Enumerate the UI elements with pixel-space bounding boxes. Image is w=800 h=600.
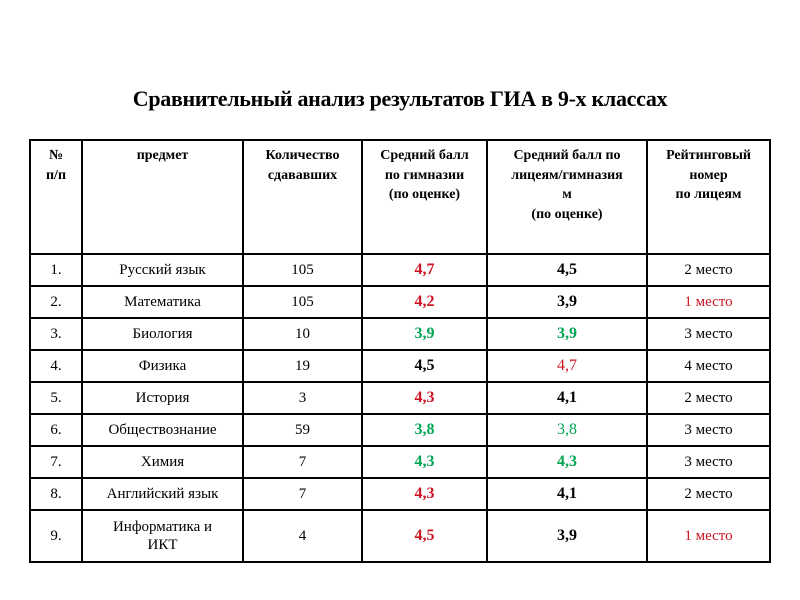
gymnasium-score-cell: 4,5: [361, 509, 488, 564]
gymnasium-score-cell: 4,7: [361, 253, 488, 288]
results-table-body: 1. Русский язык 105 4,7 4,5 2 место 2. Математи…: [29, 253, 771, 564]
rank-cell: 1 место: [646, 285, 771, 320]
row-number-cell: 4.: [29, 349, 83, 384]
col-header-subject: предмет: [81, 139, 244, 256]
table-row: 1. Русский язык 105 4,7 4,5 2 место: [29, 253, 771, 288]
rank-cell: 2 место: [646, 253, 771, 288]
row-number-cell: 2.: [29, 285, 83, 320]
subject-cell: Биология: [81, 317, 244, 352]
table-row: 5. История 3 4,3 4,1 2 место: [29, 381, 771, 416]
gymnasium-score-cell: 4,3: [361, 477, 488, 512]
rank-cell: 2 место: [646, 477, 771, 512]
table-row: 3. Биология 10 3,9 3,9 3 место: [29, 317, 771, 352]
count-cell: 7: [242, 445, 363, 480]
lyceum-score-cell: 4,1: [486, 381, 648, 416]
page-title: Сравнительный анализ результатов ГИА в 9…: [132, 86, 668, 111]
rank-cell: 2 место: [646, 381, 771, 416]
table-row: 8. Английский язык 7 4,3 4,1 2 место: [29, 477, 771, 512]
subject-cell: История: [81, 381, 244, 416]
gymnasium-score-cell: 4,2: [361, 285, 488, 320]
lyceum-score-cell: 3,9: [486, 509, 648, 564]
table-row: 9. Информатика и ИКТ 4 4,5 3,9 1 место: [29, 509, 771, 564]
lyceum-score-cell: 3,9: [486, 285, 648, 320]
count-cell: 4: [242, 509, 363, 564]
count-cell: 10: [242, 317, 363, 352]
col-header-rank: Рейтинговый номер по лицеям: [646, 139, 771, 256]
gymnasium-score-cell: 4,3: [361, 445, 488, 480]
lyceum-score-cell: 3,8: [486, 413, 648, 448]
results-table: № п/п предмет Количество сдававших Средн…: [29, 139, 771, 564]
rank-cell: 1 место: [646, 509, 771, 564]
table-row: 6. Обществознание 59 3,8 3,8 3 место: [29, 413, 771, 448]
subject-cell: Обществознание: [81, 413, 244, 448]
subject-cell: Математика: [81, 285, 244, 320]
subject-cell: Химия: [81, 445, 244, 480]
gymnasium-score-cell: 3,9: [361, 317, 488, 352]
lyceum-score-cell: 4,5: [486, 253, 648, 288]
lyceum-score-cell: 4,1: [486, 477, 648, 512]
row-number-cell: 5.: [29, 381, 83, 416]
col-header-gymnasium-score: Средний балл по гимназии (по оценке): [361, 139, 488, 256]
count-cell: 3: [242, 381, 363, 416]
col-header-number: № п/п: [29, 139, 83, 256]
table-row: 4. Физика 19 4,5 4,7 4 место: [29, 349, 771, 384]
count-cell: 7: [242, 477, 363, 512]
subject-cell: Английский язык: [81, 477, 244, 512]
row-number-cell: 1.: [29, 253, 83, 288]
col-header-lyceum-score: Средний балл по лицеям/гимназия м (по оц…: [486, 139, 648, 256]
rank-cell: 3 место: [646, 413, 771, 448]
row-number-cell: 9.: [29, 509, 83, 564]
lyceum-score-cell: 4,7: [486, 349, 648, 384]
rank-cell: 3 место: [646, 445, 771, 480]
count-cell: 105: [242, 285, 363, 320]
gymnasium-score-cell: 4,3: [361, 381, 488, 416]
lyceum-score-cell: 4,3: [486, 445, 648, 480]
table-row: 2. Математика 105 4,2 3,9 1 место: [29, 285, 771, 320]
gymnasium-score-cell: 4,5: [361, 349, 488, 384]
count-cell: 59: [242, 413, 363, 448]
count-cell: 19: [242, 349, 363, 384]
rank-cell: 3 место: [646, 317, 771, 352]
subject-cell: Русский язык: [81, 253, 244, 288]
rank-cell: 4 место: [646, 349, 771, 384]
table-row: 7. Химия 7 4,3 4,3 3 место: [29, 445, 771, 480]
header-row: № п/п предмет Количество сдававших Средн…: [29, 139, 771, 256]
lyceum-score-cell: 3,9: [486, 317, 648, 352]
gymnasium-score-cell: 3,8: [361, 413, 488, 448]
row-number-cell: 7.: [29, 445, 83, 480]
col-header-count: Количество сдававших: [242, 139, 363, 256]
subject-cell: Физика: [81, 349, 244, 384]
count-cell: 105: [242, 253, 363, 288]
subject-cell: Информатика и ИКТ: [81, 509, 244, 564]
row-number-cell: 6.: [29, 413, 83, 448]
row-number-cell: 8.: [29, 477, 83, 512]
row-number-cell: 3.: [29, 317, 83, 352]
results-table-header: № п/п предмет Количество сдававших Средн…: [29, 139, 771, 256]
